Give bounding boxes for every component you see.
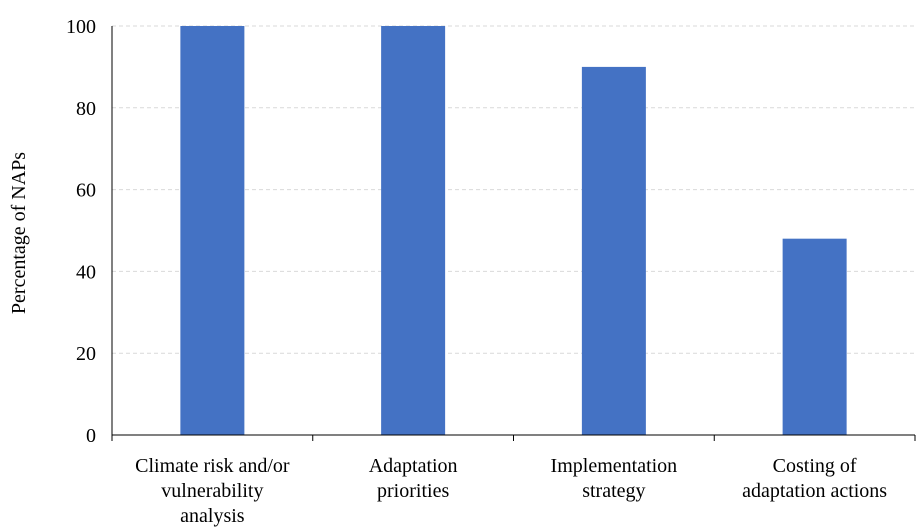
bars [180,26,847,436]
x-category-label-line: vulnerability [161,480,263,502]
y-tick-labels: 0 20 40 60 80 100 [66,16,96,447]
y-tick-label: 60 [76,180,96,202]
x-category-labels: Climate risk and/or vulnerability analysis… [135,455,887,527]
gridlines [112,25,915,354]
bar [180,26,245,435]
x-category-label: Adaptation priorities [369,455,458,502]
y-tick-label: 40 [76,261,96,283]
x-category-label-line: Costing of [773,455,857,477]
x-category-label: Climate risk and/or vulnerability analysis [135,455,290,527]
x-category-label-line: priorities [377,480,449,502]
x-category-label-line: analysis [180,505,245,527]
axes [111,26,916,441]
y-axis-title: Percentage of NAPs [8,152,30,314]
bar [381,26,446,435]
x-category-label-line: Implementation [551,455,678,477]
x-category-label-line: Climate risk and/or [135,455,290,477]
x-category-label: Implementation strategy [551,455,678,502]
x-category-label-line: Adaptation [369,455,458,477]
y-tick-label: 80 [76,98,96,120]
y-tick-label: 100 [66,16,96,38]
x-category-label: Costing of adaptation actions [742,455,887,502]
x-category-label-line: strategy [582,480,645,502]
x-category-label-line: adaptation actions [742,480,887,502]
bar [581,66,646,436]
bar [782,238,847,435]
y-tick-label: 20 [76,343,96,365]
y-tick-label: 0 [86,425,96,447]
